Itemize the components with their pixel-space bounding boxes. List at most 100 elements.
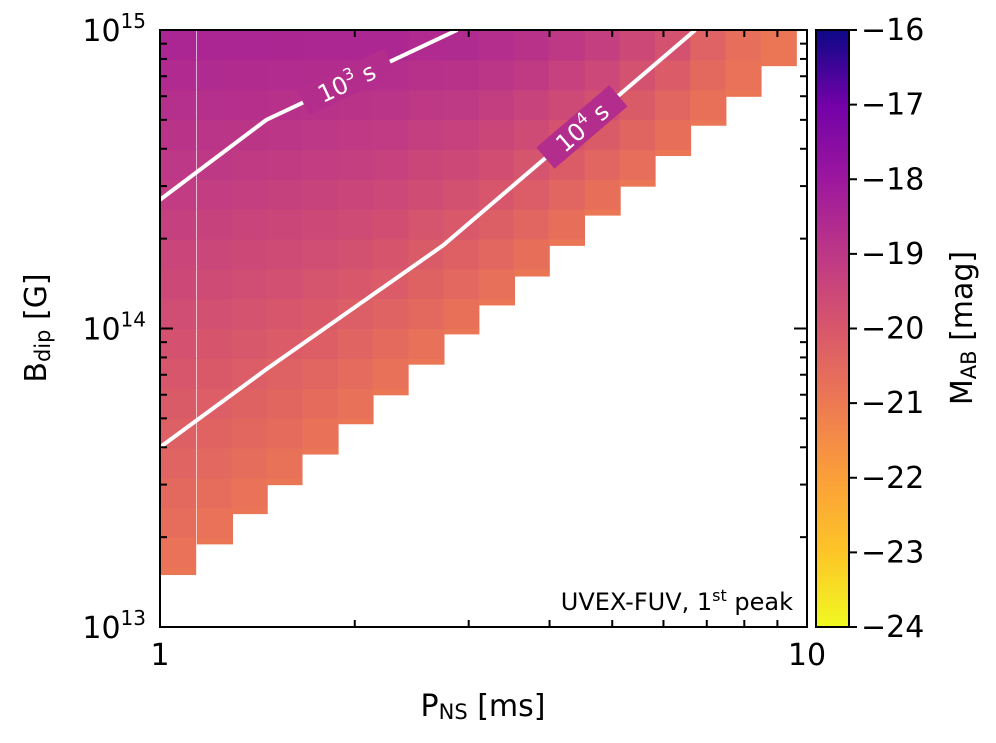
heatmap-cell — [654, 149, 692, 157]
heatmap-cell — [548, 179, 586, 210]
colorbar-tick-label: −16 — [861, 13, 924, 48]
heatmap-cell — [443, 179, 480, 210]
heatmap-cell — [337, 358, 374, 389]
heatmap-cell — [548, 209, 586, 240]
heatmap-cell — [160, 388, 197, 419]
heatmap-cell — [266, 179, 303, 210]
heatmap-cell — [760, 30, 797, 61]
heatmap-cell — [160, 447, 197, 479]
heatmap-cell — [196, 507, 234, 539]
heatmap-cell — [266, 30, 303, 61]
colorbar-tick-label: −24 — [861, 610, 924, 645]
colorbar-tick-label: −21 — [861, 386, 924, 421]
y-tick-labels: 1013 1014 1015 — [82, 9, 146, 646]
colorbar-tick-label: −22 — [861, 461, 924, 496]
heatmap-cell — [443, 209, 480, 240]
heatmap-cell — [160, 30, 197, 61]
heatmap-cell — [196, 328, 234, 359]
heatmap-cell — [584, 59, 621, 91]
heatmap-cell — [690, 59, 727, 91]
heatmap-cell — [302, 30, 339, 61]
y-tick-label: 1014 — [82, 308, 146, 348]
heatmap-cell — [478, 89, 516, 121]
heatmap-cell — [513, 30, 550, 61]
heatmap-cell — [302, 418, 339, 449]
colorbar-tick-label: −17 — [861, 88, 924, 123]
colorbar-label: MAB [mag] — [945, 251, 981, 405]
heatmap-cell — [372, 328, 409, 359]
heatmap-cell — [513, 268, 550, 277]
heatmap-cell — [654, 30, 692, 61]
heatmap-cell — [513, 59, 550, 91]
contour-label-gap — [297, 49, 396, 116]
heatmap-cell — [337, 268, 374, 300]
heatmap-cell — [231, 209, 268, 240]
heatmap-cell — [302, 238, 339, 270]
heatmap-cell — [231, 59, 268, 91]
heatmap-cell — [690, 89, 727, 121]
heatmap-cell — [266, 298, 303, 330]
heatmap-cell — [408, 149, 445, 180]
heatmap-cell — [478, 119, 516, 150]
heatmap-cell — [725, 89, 762, 97]
heatmap-cell — [478, 238, 516, 270]
heatmap-cell — [619, 30, 656, 61]
heatmap-cell — [266, 268, 303, 300]
heatmap-cell — [302, 149, 339, 180]
heatmap-cell — [196, 537, 234, 545]
heatmap-cell — [443, 149, 480, 180]
heatmap-cell — [302, 388, 339, 419]
heatmap-cell — [548, 30, 586, 61]
heatmap-cell — [372, 238, 409, 270]
heatmap-cell — [372, 388, 409, 396]
colorbar-tick-label: −23 — [861, 535, 924, 570]
heatmap-cell — [266, 388, 303, 419]
heatmap-cell — [196, 119, 234, 150]
heatmap-cell — [372, 358, 409, 389]
heatmap-cell — [372, 119, 409, 150]
heatmap-cell — [266, 477, 303, 486]
heatmap-cell — [372, 209, 409, 240]
heatmap-cell — [266, 209, 303, 240]
heatmap-cell — [196, 238, 234, 270]
heatmap-cells — [160, 30, 797, 576]
heatmap-cell — [408, 209, 445, 240]
x-tick-labels: 1 10 — [150, 638, 826, 673]
heatmap-cell — [231, 507, 268, 515]
heatmap-cell — [690, 30, 727, 61]
heatmap-cell — [337, 418, 374, 425]
heatmap-cell — [443, 119, 480, 150]
heatmap-cell — [760, 59, 797, 67]
heatmap-cell — [160, 328, 197, 359]
heatmap-cell — [408, 268, 445, 300]
heatmap-cell — [302, 119, 339, 150]
colorbar-ticks: −16 −17 −18 −19 −20 −21 −22 −23 −24 — [849, 13, 924, 645]
heatmap-cell — [619, 179, 656, 187]
heatmap-cell — [548, 238, 586, 246]
heatmap-cell — [302, 179, 339, 210]
heatmap-cell — [160, 477, 197, 509]
y-axis-label: Bdip [G] — [19, 273, 55, 382]
heatmap-cell — [443, 59, 480, 91]
colorbar-tick-label: −19 — [861, 237, 924, 272]
heatmap-cell — [443, 298, 480, 330]
heatmap-cell — [372, 298, 409, 330]
heatmap-cell — [231, 298, 268, 330]
heatmap-cell — [231, 418, 268, 449]
heatmap-cell — [478, 149, 516, 180]
heatmap-cell — [513, 209, 550, 240]
heatmap-cell — [160, 507, 197, 539]
heatmap-cell — [443, 238, 480, 270]
heatmap-cell — [160, 238, 197, 270]
heatmap-cell — [408, 119, 445, 150]
heatmap-cell — [231, 179, 268, 210]
panel-annotation: UVEX-FUV, 1st peak — [561, 586, 793, 616]
heatmap-cell — [266, 238, 303, 270]
heatmap-cell — [266, 149, 303, 180]
heatmap-cell — [584, 179, 621, 210]
heatmap-cell — [196, 149, 234, 180]
axis-ticks — [159, 29, 808, 628]
heatmap-cell — [302, 209, 339, 240]
